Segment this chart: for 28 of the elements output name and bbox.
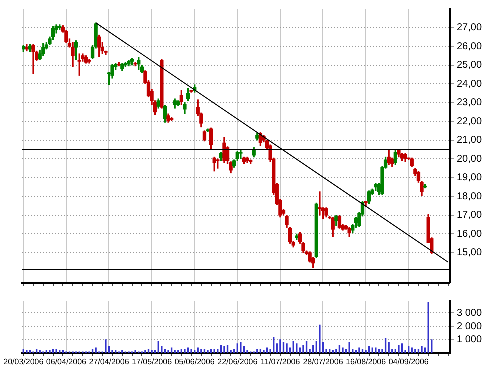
x-tick-label: 17/05/2006 <box>132 357 173 366</box>
y-tick-label: 3 000 <box>457 308 482 319</box>
y-tick-label: 27,00 <box>457 22 482 34</box>
y-tick-label: 22,00 <box>457 116 482 128</box>
y-tick-label: 15,00 <box>457 248 482 259</box>
y-tick-label: 1 000 <box>457 334 482 346</box>
y-tick-label: 2 000 <box>457 321 482 332</box>
y-tick-label: 17,00 <box>457 210 482 222</box>
y-tick-label: 23,00 <box>457 98 482 109</box>
y-tick-label: 24,00 <box>457 78 482 90</box>
x-tick-label: 16/08/2006 <box>346 357 387 366</box>
candlestick <box>318 192 322 216</box>
x-tick-label: 27/04/2006 <box>89 357 130 366</box>
x-tick-label: 11/07/2006 <box>260 357 301 366</box>
x-tick-label: 06/04/2006 <box>46 357 88 366</box>
y-tick-label: 20,00 <box>457 154 482 165</box>
x-tick-label: 04/09/2006 <box>388 357 430 366</box>
x-tick-label: 05/06/2006 <box>174 357 216 366</box>
y-tick-label: 25,00 <box>457 60 482 72</box>
y-tick-label: 18,00 <box>457 191 482 202</box>
y-tick-label: 19,00 <box>457 172 482 184</box>
y-tick-label: 21,00 <box>457 135 482 146</box>
x-tick-label: 20/03/2006 <box>4 357 44 366</box>
candlestick <box>32 44 36 74</box>
y-tick-label: 16,00 <box>457 228 482 240</box>
x-tick-label: 22/06/2006 <box>218 357 258 366</box>
x-tick-label: 28/07/2006 <box>303 357 344 366</box>
y-tick-label: 26,00 <box>457 41 482 52</box>
